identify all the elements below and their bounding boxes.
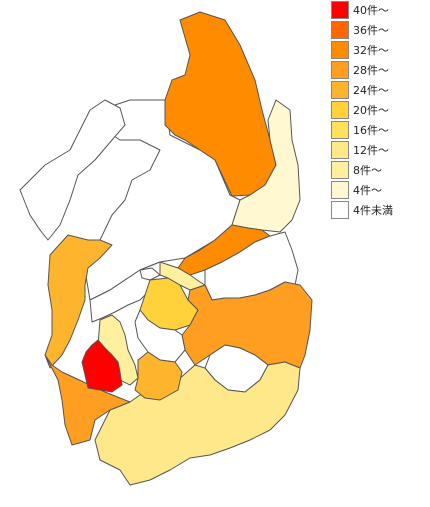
legend-item: 4件～ bbox=[331, 180, 427, 200]
map-legend: 40件～ 36件～ 32件～ 28件～ 24件～ 20件～ 16件～ 12件～ 8件～ 4件～ 4件… bbox=[331, 0, 427, 220]
legend-item: 40件～ bbox=[331, 0, 427, 20]
legend-swatch bbox=[331, 81, 349, 99]
region-red-40[interactable] bbox=[81, 339, 123, 393]
region-north-east-32[interactable] bbox=[164, 11, 277, 197]
legend-swatch bbox=[331, 1, 349, 19]
legend-label: 32件～ bbox=[353, 44, 389, 57]
legend-label: 40件～ bbox=[353, 4, 389, 17]
legend-label: 20件～ bbox=[353, 104, 389, 117]
region-center-white[interactable] bbox=[134, 309, 186, 363]
legend-swatch bbox=[331, 161, 349, 179]
legend-item: 32件～ bbox=[331, 40, 427, 60]
legend-label: 4件未満 bbox=[353, 204, 393, 217]
legend-swatch bbox=[331, 41, 349, 59]
region-small-8-a[interactable] bbox=[159, 261, 206, 291]
legend-swatch bbox=[331, 61, 349, 79]
legend-label: 4件～ bbox=[353, 184, 382, 197]
region-center-24[interactable] bbox=[134, 351, 183, 401]
region-west-24[interactable] bbox=[44, 234, 113, 369]
legend-item: 8件～ bbox=[331, 160, 427, 180]
legend-label: 8件～ bbox=[353, 164, 382, 177]
legend-label: 16件～ bbox=[353, 124, 389, 137]
legend-swatch bbox=[331, 101, 349, 119]
region-north-west-small[interactable] bbox=[19, 99, 126, 241]
legend-label: 12件～ bbox=[353, 144, 389, 157]
legend-item: 16件～ bbox=[331, 120, 427, 140]
region-southwest-28[interactable] bbox=[44, 354, 131, 446]
legend-swatch bbox=[331, 181, 349, 199]
legend-swatch bbox=[331, 121, 349, 139]
legend-label: 36件～ bbox=[353, 24, 389, 37]
region-south-12[interactable] bbox=[94, 361, 301, 486]
legend-item: 4件未満 bbox=[331, 200, 427, 220]
legend-swatch bbox=[331, 141, 349, 159]
legend-label: 24件～ bbox=[353, 84, 389, 97]
legend-item: 20件～ bbox=[331, 100, 427, 120]
legend-item: 28件～ bbox=[331, 60, 427, 80]
legend-item: 12件～ bbox=[331, 140, 427, 160]
legend-label: 28件～ bbox=[353, 64, 389, 77]
legend-item: 24件～ bbox=[331, 80, 427, 100]
legend-item: 36件～ bbox=[331, 20, 427, 40]
legend-swatch bbox=[331, 201, 349, 219]
legend-swatch bbox=[331, 21, 349, 39]
region-small-white-a[interactable] bbox=[139, 267, 161, 281]
